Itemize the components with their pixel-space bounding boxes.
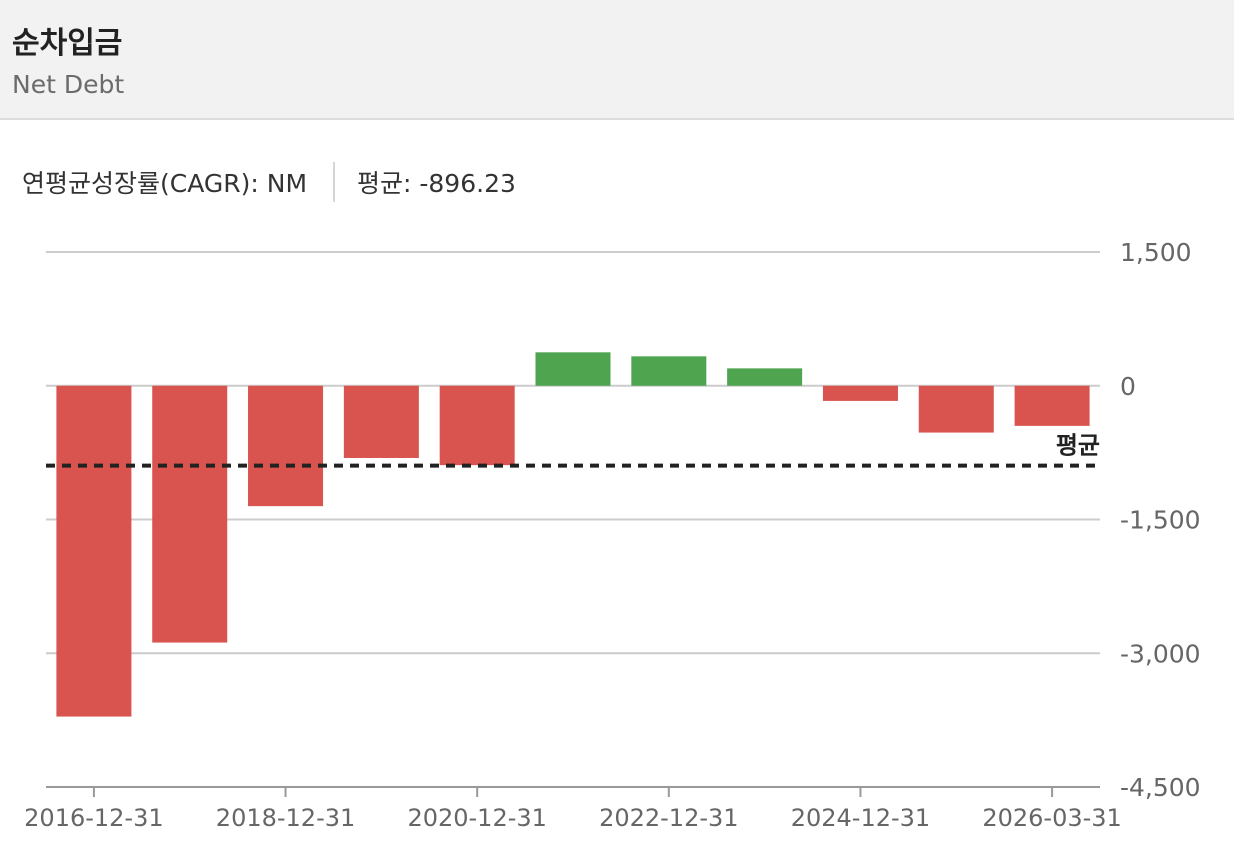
bar [439,385,515,466]
y-tick-label: -3,000 [1120,639,1201,668]
cagr-stat: 연평균성장률(CAGR): NM [22,169,308,198]
y-tick-label: -1,500 [1120,506,1201,535]
x-tick-label: 2016-12-31 [24,804,163,832]
chart-title: 순차입금 [12,26,123,61]
bar [535,352,611,386]
chart-subtitle: Net Debt [12,70,125,99]
y-tick-label: -4,500 [1120,773,1201,802]
average-stat: 평균: -896.23 [357,169,516,198]
bar [631,356,707,386]
y-tick-label: 0 [1120,372,1136,401]
bar [152,385,228,643]
bar [248,385,324,507]
y-tick-label: 1,500 [1120,238,1192,267]
average-label: 평균 [1056,432,1100,460]
x-tick-label: 2020-12-31 [407,804,546,832]
bar [822,385,898,401]
chart-header: 순차입금 Net Debt [0,0,1234,120]
x-tick-label: 2026-03-31 [982,804,1121,832]
x-tick-label: 2024-12-31 [791,804,930,832]
stats-bar: 연평균성장률(CAGR): NM 평균: -896.23 [22,162,516,202]
bar [727,368,803,386]
bar [918,385,994,433]
bar [56,385,132,717]
bar [1014,385,1090,426]
x-tick-label: 2022-12-31 [599,804,738,832]
bar [343,385,419,458]
stat-divider [333,162,336,202]
x-tick-label: 2018-12-31 [216,804,355,832]
